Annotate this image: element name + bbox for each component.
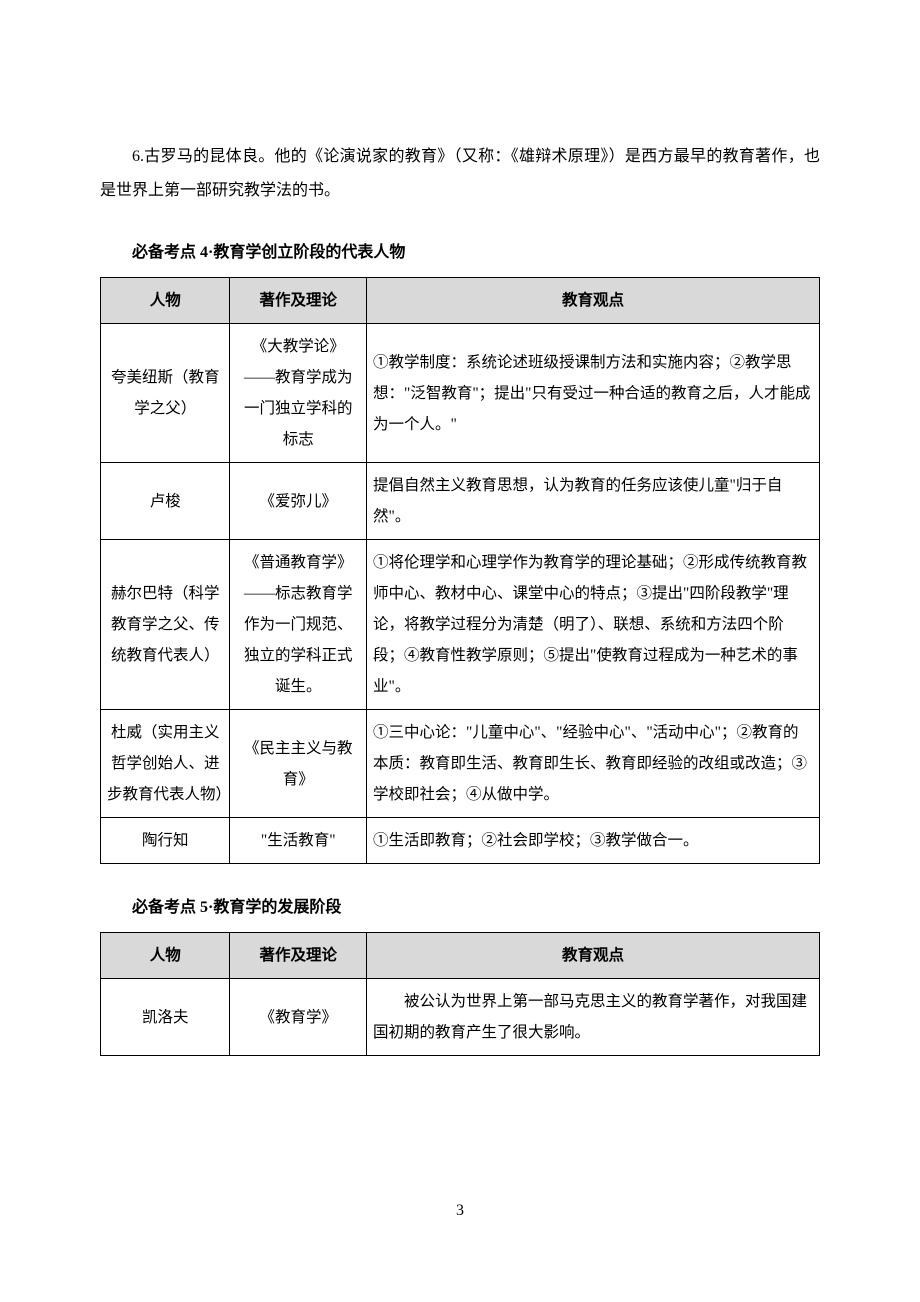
table-5: 人物 著作及理论 教育观点 凯洛夫 《教育学》 被公认为世界上第一部马克思主义的… [100,932,820,1056]
cell-works: 《大教学论》——教育学成为一门独立学科的标志 [230,324,367,463]
cell-person: 凯洛夫 [101,979,230,1056]
table-row: 赫尔巴特（科学教育学之父、传统教育代表人） 《普通教育学》——标志教育学作为一门… [101,540,820,710]
th-views: 教育观点 [367,933,820,979]
cell-views: ①生活即教育；②社会即学校；③教学做合一。 [367,818,820,864]
cell-works: 《爱弥儿》 [230,463,367,540]
heading-5: 必备考点 5·教育学的发展阶段 [100,892,820,924]
cell-views: 被公认为世界上第一部马克思主义的教育学著作，对我国建国初期的教育产生了很大影响。 [367,979,820,1056]
cell-views: ①三中心论："儿童中心"、"经验中心"、"活动中心"；②教育的本质：教育即生活、… [367,710,820,818]
th-works: 著作及理论 [230,933,367,979]
table-row: 杜威（实用主义哲学创始人、进步教育代表人物） 《民主主义与教育》 ①三中心论："… [101,710,820,818]
table-row: 卢梭 《爱弥儿》 提倡自然主义教育思想，认为教育的任务应该使儿童"归于自然"。 [101,463,820,540]
heading-4: 必备考点 4·教育学创立阶段的代表人物 [100,237,820,269]
cell-person: 杜威（实用主义哲学创始人、进步教育代表人物） [101,710,230,818]
table-header-row: 人物 著作及理论 教育观点 [101,278,820,324]
table-row: 陶行知 "生活教育" ①生活即教育；②社会即学校；③教学做合一。 [101,818,820,864]
cell-person: 夸美纽斯（教育学之父） [101,324,230,463]
cell-views: ①教学制度：系统论述班级授课制方法和实施内容；②教学思想："泛智教育"；提出"只… [367,324,820,463]
page-number: 3 [0,1195,920,1227]
table-header-row: 人物 著作及理论 教育观点 [101,933,820,979]
cell-person: 卢梭 [101,463,230,540]
intro-paragraph: 6.古罗马的昆体良。他的《论演说家的教育》（又称：《雄辩术原理》）是西方最早的教… [100,140,820,207]
cell-works: 《教育学》 [230,979,367,1056]
table-row: 夸美纽斯（教育学之父） 《大教学论》——教育学成为一门独立学科的标志 ①教学制度… [101,324,820,463]
table-4: 人物 著作及理论 教育观点 夸美纽斯（教育学之父） 《大教学论》——教育学成为一… [100,277,820,864]
table-row: 凯洛夫 《教育学》 被公认为世界上第一部马克思主义的教育学著作，对我国建国初期的… [101,979,820,1056]
cell-works: "生活教育" [230,818,367,864]
cell-works: 《普通教育学》——标志教育学作为一门规范、独立的学科正式诞生。 [230,540,367,710]
th-views: 教育观点 [367,278,820,324]
th-works: 著作及理论 [230,278,367,324]
cell-person: 陶行知 [101,818,230,864]
th-person: 人物 [101,933,230,979]
cell-works: 《民主主义与教育》 [230,710,367,818]
cell-person: 赫尔巴特（科学教育学之父、传统教育代表人） [101,540,230,710]
cell-views: ①将伦理学和心理学作为教育学的理论基础；②形成传统教育教师中心、教材中心、课堂中… [367,540,820,710]
th-person: 人物 [101,278,230,324]
cell-views: 提倡自然主义教育思想，认为教育的任务应该使儿童"归于自然"。 [367,463,820,540]
